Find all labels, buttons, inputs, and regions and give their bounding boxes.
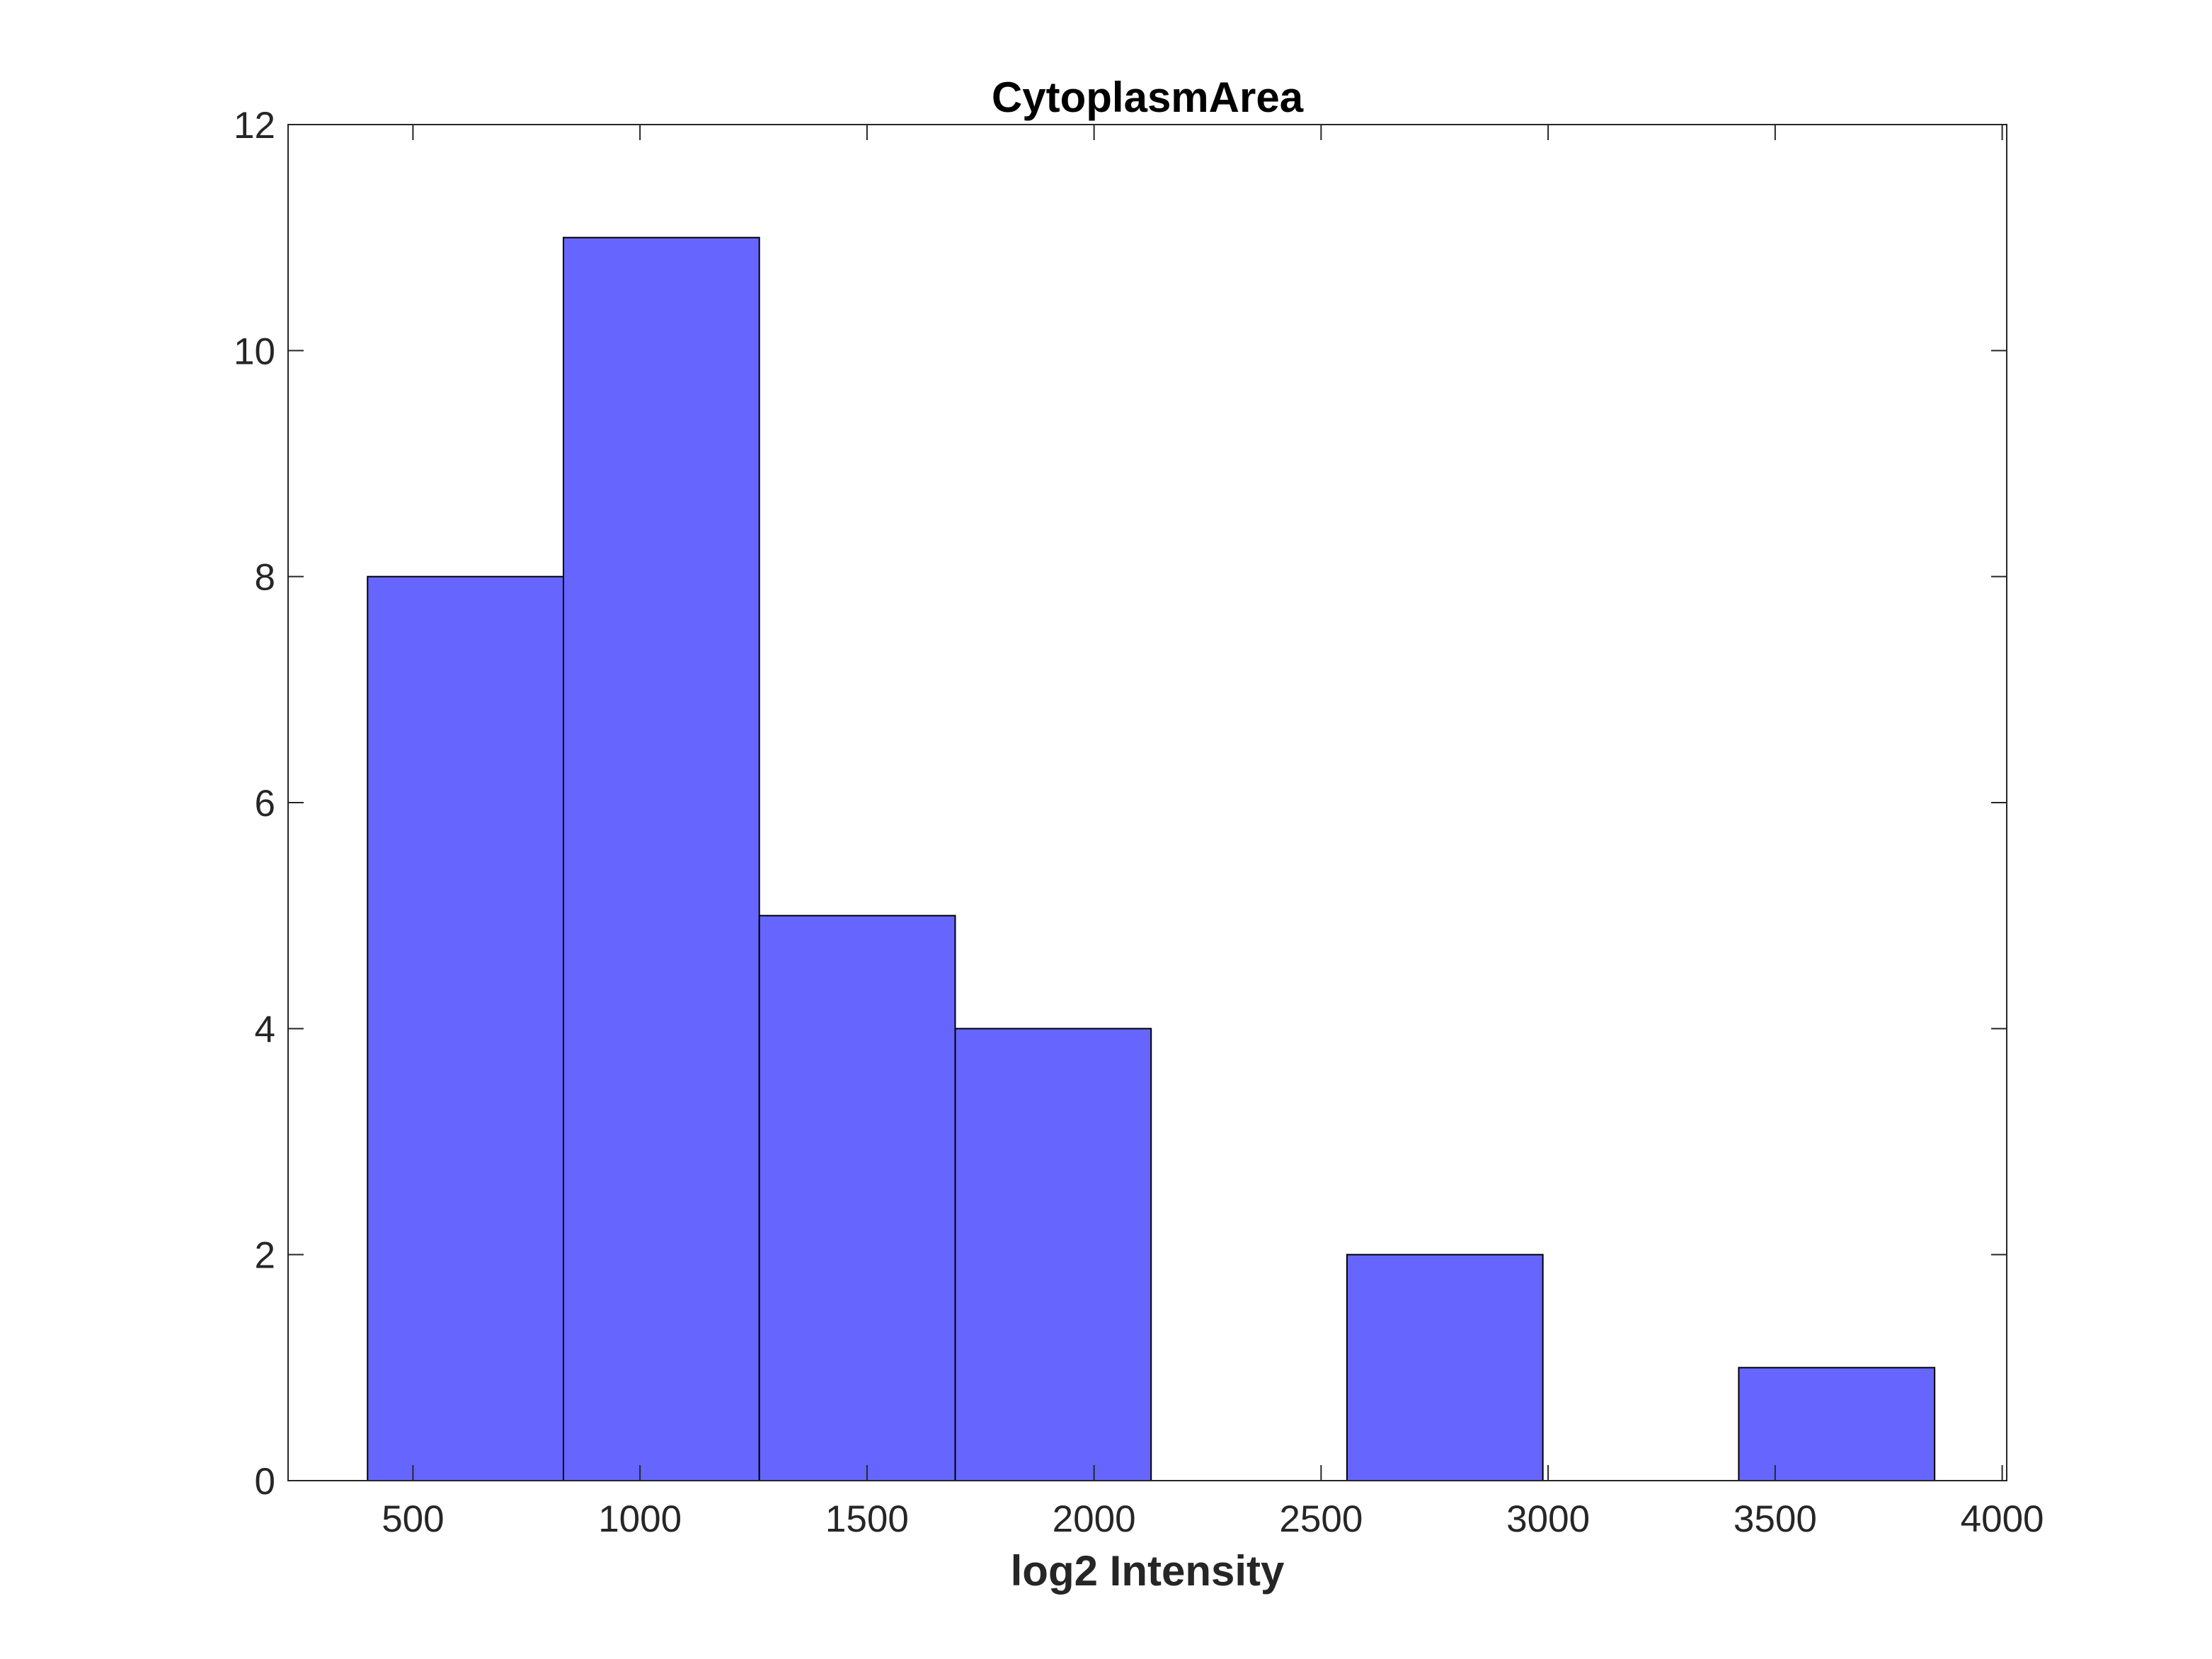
y-tick-label: 0 <box>255 1461 275 1503</box>
x-axis-label: log2 Intensity <box>1011 1547 1285 1595</box>
histogram-bar <box>1346 1253 1544 1481</box>
y-tick-label: 8 <box>255 557 275 599</box>
x-tick-label: 4000 <box>1961 1498 2044 1540</box>
histogram-bar <box>954 1028 1152 1482</box>
ticks-group: 500 1000 1500 2000 2500 3000 3500 4000 0 2 4 6 8 10 12 <box>234 105 2044 1540</box>
x-tick-label: 3000 <box>1506 1498 1590 1540</box>
histogram-bar <box>758 914 956 1481</box>
y-tick-label: 2 <box>255 1235 275 1277</box>
x-tick-label: 2000 <box>1053 1498 1136 1540</box>
histogram-bar <box>562 236 760 1482</box>
y-tick-label: 10 <box>234 331 275 372</box>
chart-title: CytoplasmArea <box>992 74 1304 121</box>
histogram-bar <box>1738 1367 1936 1482</box>
bars-group <box>367 236 1936 1482</box>
y-tick-label: 12 <box>234 105 275 147</box>
y-tick-label: 6 <box>255 783 275 825</box>
axes-box <box>287 124 2007 1481</box>
x-tick-label: 3500 <box>1734 1498 1817 1540</box>
x-tick-label: 2500 <box>1279 1498 1363 1540</box>
x-tick-label: 1000 <box>598 1498 682 1540</box>
x-tick-label: 1500 <box>825 1498 909 1540</box>
y-tick-label: 4 <box>255 1009 275 1050</box>
histogram-bar <box>367 575 564 1482</box>
x-tick-label: 500 <box>382 1498 444 1540</box>
